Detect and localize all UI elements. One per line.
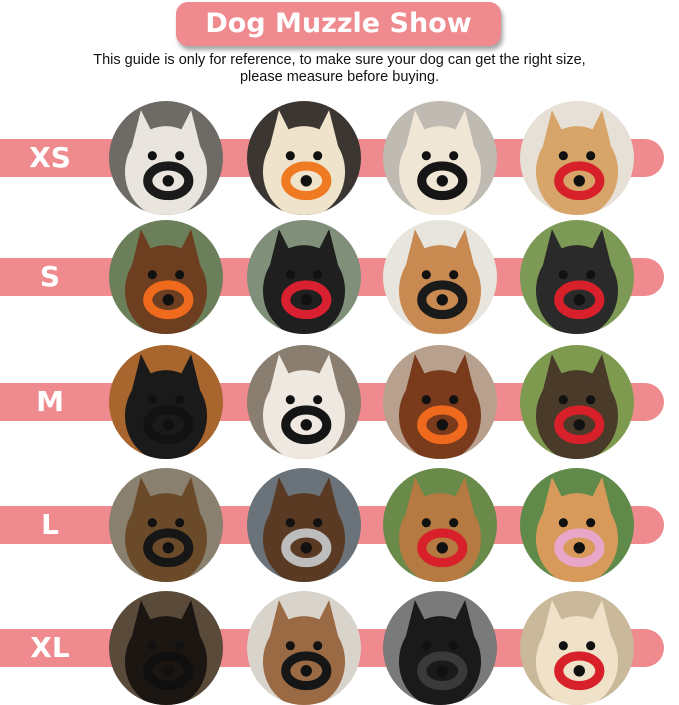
dog-image xyxy=(124,229,208,334)
size-label: M xyxy=(36,385,64,418)
dog-image xyxy=(124,110,208,215)
size-guide-note: This guide is only for reference, to mak… xyxy=(0,52,679,86)
dog-photo xyxy=(383,468,497,582)
size-label: S xyxy=(39,260,61,293)
dog-photo xyxy=(109,345,223,459)
dog-image xyxy=(124,354,208,459)
note-line-1: This guide is only for reference, to mak… xyxy=(93,52,586,68)
dog-photo xyxy=(247,345,361,459)
dog-image xyxy=(398,477,482,582)
dog-photo xyxy=(520,345,634,459)
dog-photo xyxy=(383,101,497,215)
dog-photo xyxy=(247,468,361,582)
dog-image xyxy=(262,600,346,705)
dog-photo xyxy=(520,468,634,582)
dog-image xyxy=(535,477,619,582)
dog-photo xyxy=(247,220,361,334)
dog-photo xyxy=(520,591,634,705)
dog-image xyxy=(535,229,619,334)
dog-image xyxy=(262,354,346,459)
size-label: XS xyxy=(29,141,71,174)
dog-image xyxy=(124,600,208,705)
dog-photo xyxy=(520,220,634,334)
dog-image xyxy=(262,110,346,215)
page-title: Dog Muzzle Show xyxy=(176,2,501,46)
dog-photo xyxy=(247,591,361,705)
dog-photo xyxy=(520,101,634,215)
dog-photo xyxy=(109,468,223,582)
dog-photo xyxy=(109,591,223,705)
dog-image xyxy=(398,110,482,215)
dog-photo xyxy=(247,101,361,215)
dog-image xyxy=(262,229,346,334)
dog-image xyxy=(398,354,482,459)
dog-photo xyxy=(383,220,497,334)
dog-image xyxy=(124,477,208,582)
dog-image xyxy=(398,600,482,705)
dog-image xyxy=(398,229,482,334)
size-label: L xyxy=(41,508,59,541)
dog-image xyxy=(262,477,346,582)
dog-image xyxy=(535,600,619,705)
dog-image xyxy=(535,110,619,215)
dog-image xyxy=(535,354,619,459)
note-line-2: please measure before buying. xyxy=(239,69,440,85)
dog-photo xyxy=(383,591,497,705)
size-label: XL xyxy=(30,631,70,664)
dog-photo xyxy=(383,345,497,459)
dog-photo xyxy=(109,101,223,215)
dog-photo xyxy=(109,220,223,334)
